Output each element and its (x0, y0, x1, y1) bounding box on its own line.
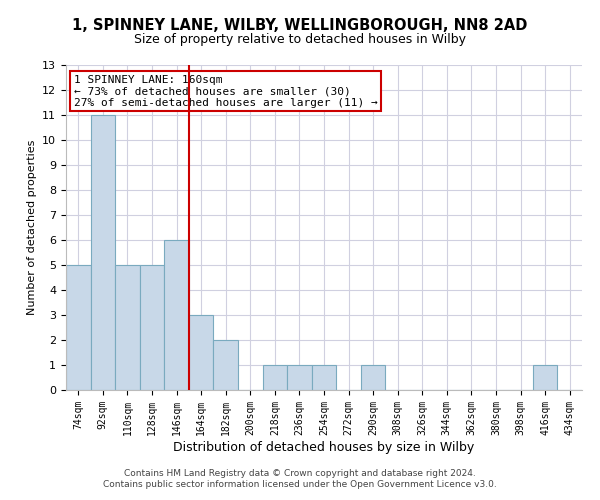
Bar (214, 340, 238, 390)
Bar (164, 240, 189, 390)
Text: Contains public sector information licensed under the Open Government Licence v3: Contains public sector information licen… (103, 480, 497, 489)
Bar (263, 365, 287, 390)
Bar (287, 365, 312, 390)
Text: Contains HM Land Registry data © Crown copyright and database right 2024.: Contains HM Land Registry data © Crown c… (124, 468, 476, 477)
Bar (115, 265, 140, 390)
Bar (189, 315, 214, 390)
Text: Size of property relative to detached houses in Wilby: Size of property relative to detached ho… (134, 32, 466, 46)
X-axis label: Distribution of detached houses by size in Wilby: Distribution of detached houses by size … (173, 440, 475, 454)
Text: 1 SPINNEY LANE: 160sqm
← 73% of detached houses are smaller (30)
27% of semi-det: 1 SPINNEY LANE: 160sqm ← 73% of detached… (74, 74, 377, 108)
Bar (91, 115, 115, 390)
Bar (312, 365, 336, 390)
Bar (66, 265, 91, 390)
Bar (361, 365, 385, 390)
Bar (533, 365, 557, 390)
Y-axis label: Number of detached properties: Number of detached properties (26, 140, 37, 315)
Text: 1, SPINNEY LANE, WILBY, WELLINGBOROUGH, NN8 2AD: 1, SPINNEY LANE, WILBY, WELLINGBOROUGH, … (73, 18, 527, 32)
Bar (140, 265, 164, 390)
